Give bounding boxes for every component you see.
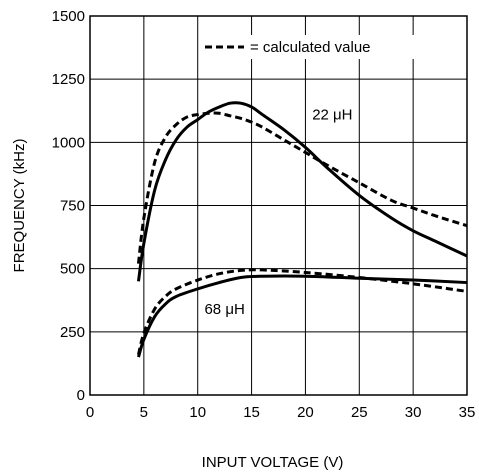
y-tick-label: 1000: [52, 134, 85, 151]
y-tick-label: 500: [60, 261, 85, 278]
tick-labels: 0 5 10 15 20 25 30 35 0 250 500 750 1000 1250 1500: [52, 8, 476, 421]
y-tick-label: 0: [77, 387, 85, 404]
series-layer: [136, 101, 468, 358]
x-tick-label: 25: [351, 404, 368, 421]
grid: [90, 16, 467, 395]
annotation-22uh: 22 μH: [312, 107, 352, 124]
y-tick-label: 750: [60, 198, 85, 215]
x-tick-label: 0: [86, 404, 94, 421]
x-tick-label: 35: [459, 404, 476, 421]
y-tick-label: 1250: [52, 71, 85, 88]
legend: = calculated value: [200, 35, 425, 59]
y-axis-title: FREQUENCY (kHz): [11, 139, 28, 273]
y-tick-label: 1500: [52, 8, 85, 25]
x-tick-label: 10: [189, 404, 206, 421]
x-tick-label: 30: [405, 404, 422, 421]
legend-label: = calculated value: [250, 39, 371, 56]
series-line-solid-2: [137, 274, 468, 358]
legend-background: [200, 35, 425, 59]
series-line-dashed-3: [137, 268, 468, 355]
x-tick-label: 5: [140, 404, 148, 421]
y-tick-label: 250: [60, 324, 85, 341]
annotation-68uh: 68 μH: [204, 301, 244, 318]
series-line-solid-0: [136, 101, 468, 282]
x-tick-label: 20: [297, 404, 314, 421]
x-axis-title: INPUT VOLTAGE (V): [202, 454, 344, 471]
plot-frame: [89, 15, 468, 396]
x-tick-label: 15: [243, 404, 260, 421]
series-line-dashed-1: [136, 111, 468, 264]
